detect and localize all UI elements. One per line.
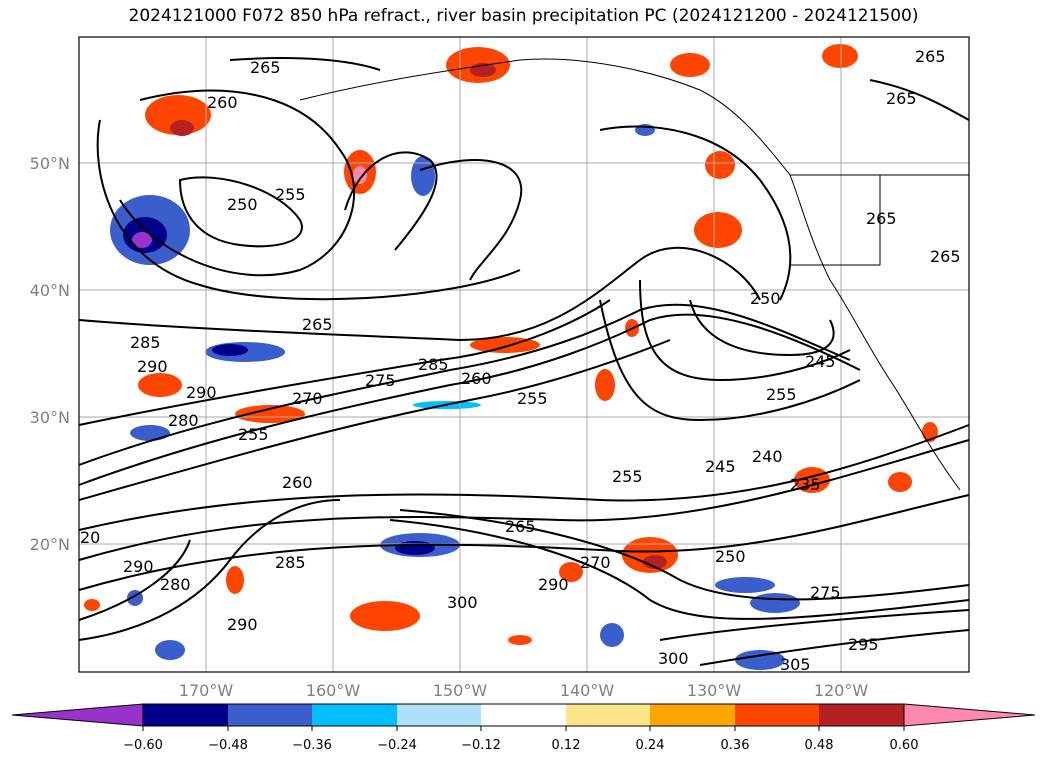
- contour-label: 265: [886, 89, 917, 108]
- colorbar-swatch: [735, 704, 819, 726]
- map-title: 2024121000 F072 850 hPa refract., river …: [128, 6, 919, 26]
- contour-label: 265: [915, 47, 946, 66]
- lat-label: 40°N: [30, 281, 70, 300]
- colorbar-tick-label: −0.36: [292, 738, 332, 753]
- lon-label: 170°W: [179, 681, 234, 700]
- contour-label: 255: [612, 467, 643, 486]
- lat-label: 30°N: [30, 408, 70, 427]
- contour-label: 270: [292, 389, 323, 408]
- lon-label: 120°W: [814, 681, 869, 700]
- contour-label: 285: [275, 553, 306, 572]
- colorbar-swatch: [566, 704, 650, 726]
- contour-label: 280: [160, 575, 191, 594]
- contour-label: 265: [930, 247, 961, 266]
- contour-label: 290: [137, 357, 168, 376]
- lat-label: 50°N: [30, 154, 70, 173]
- contour-label: 285: [418, 355, 449, 374]
- contour-label: 260: [282, 473, 313, 492]
- lon-label: 150°W: [433, 681, 488, 700]
- contour-label: 265: [250, 58, 281, 77]
- contour-label: 250: [227, 195, 258, 214]
- colorbar-swatch: [143, 704, 228, 726]
- contour-label: 265: [866, 209, 897, 228]
- contour-label: 245: [805, 352, 836, 371]
- lat-label: 20°N: [30, 535, 70, 554]
- colorbar-tick-label: −0.48: [208, 738, 248, 753]
- colorbar-tick-label: 0.60: [890, 738, 919, 753]
- colorbar-tick-label: −0.24: [377, 738, 417, 753]
- contour-label: 280: [168, 411, 199, 430]
- contour-label: 255: [766, 385, 797, 404]
- coastlines: [299, 58, 969, 491]
- contour-label: 260: [461, 369, 492, 388]
- colorbar-tick-label: 0.36: [721, 738, 750, 753]
- longitude-labels: 170°W 160°W 150°W 140°W 130°W 120°W: [179, 681, 869, 700]
- colorbar-tick-label: −0.60: [123, 738, 163, 753]
- contour-label: 235: [790, 475, 821, 494]
- contour-label: 285: [130, 333, 161, 352]
- lon-label: 130°W: [687, 681, 742, 700]
- colorbar-swatch: [397, 704, 481, 726]
- map-frame: [78, 36, 970, 673]
- contour-label: 275: [365, 371, 396, 390]
- colorbar-tick-label: 0.24: [636, 738, 665, 753]
- colorbar-swatch: [228, 704, 312, 726]
- contour-label: 300: [447, 593, 478, 612]
- refractivity-contours: [78, 57, 970, 666]
- contour-label: 20: [80, 528, 100, 547]
- contour-label: 295: [848, 635, 879, 654]
- contour-label: 265: [505, 517, 536, 536]
- contour-label: 250: [715, 547, 746, 566]
- contour-label: 255: [517, 389, 548, 408]
- contour-label: 255: [275, 185, 306, 204]
- colorbar-swatch: [650, 704, 735, 726]
- lon-label: 160°W: [306, 681, 361, 700]
- latitude-labels: 50°N 40°N 30°N 20°N: [30, 154, 70, 554]
- contour-label: 300: [658, 649, 689, 668]
- colorbar-max-extend: [903, 703, 1036, 727]
- contour-label: 290: [227, 615, 258, 634]
- contour-label: 255: [238, 425, 269, 444]
- contour-label: 245: [705, 457, 736, 476]
- contour-label: 240: [752, 447, 783, 466]
- contour-label: 290: [186, 383, 217, 402]
- colorbar-swatch: [819, 704, 904, 726]
- contour-label: 275: [810, 583, 841, 602]
- colorbar: −0.60 −0.48 −0.36 −0.24 −0.12 0.12 0.24 …: [11, 703, 1036, 753]
- colorbar-swatch: [481, 704, 566, 726]
- contour-label: 290: [123, 557, 154, 576]
- contour-label: 265: [302, 315, 333, 334]
- colorbar-tick-label: −0.12: [461, 738, 501, 753]
- contour-labels: 265 260 250 255 265 285 290 290 280 255 …: [80, 47, 961, 674]
- colorbar-tick-label: 0.12: [552, 738, 581, 753]
- contour-label: 270: [580, 553, 611, 572]
- colorbar-tick-label: 0.48: [805, 738, 834, 753]
- contour-label: 250: [750, 289, 781, 308]
- colorbar-min-extend: [11, 703, 144, 727]
- contour-label: 290: [538, 575, 569, 594]
- contour-label: 305: [780, 655, 811, 674]
- colorbar-swatch: [312, 704, 397, 726]
- contour-label: 260: [207, 93, 238, 112]
- lon-label: 140°W: [560, 681, 615, 700]
